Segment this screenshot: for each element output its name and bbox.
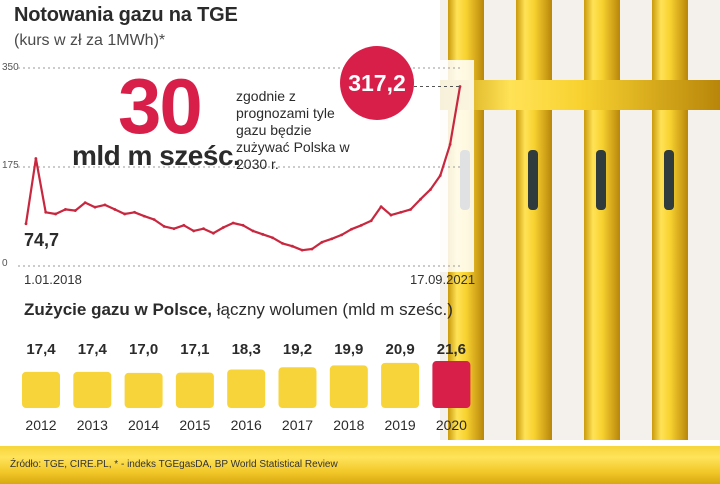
chart-subtitle: (kurs w zł za 1MWh)*	[14, 32, 166, 49]
bar-2012	[22, 371, 60, 408]
bar-category-2015: 2015	[179, 417, 210, 433]
bar-category-2020: 2020	[436, 417, 467, 433]
bar-2016	[227, 369, 266, 408]
end-value-badge: 317,2	[340, 46, 414, 120]
price-point-2019-05	[182, 223, 186, 227]
bar-value-2013: 17,4	[78, 341, 108, 358]
price-point-2019-12	[251, 229, 255, 233]
bar-category-2012: 2012	[25, 417, 56, 433]
price-point-2018-01	[24, 222, 28, 226]
source-note: Źródło: TGE, CIRE.PL, * - indeks TGEgasD…	[10, 459, 338, 470]
bar-category-2016: 2016	[231, 417, 262, 433]
price-point-2021-08	[448, 142, 452, 146]
price-point-2020-08	[330, 237, 334, 241]
bar-2013	[73, 371, 112, 408]
bar-value-2020: 21,6	[437, 341, 466, 358]
end-date-label: 17.09.2021	[410, 272, 476, 287]
price-point-2019-11	[241, 223, 245, 227]
price-point-2019-07	[202, 227, 205, 231]
bar-value-2012: 17,4	[26, 341, 56, 358]
bar-category-2019: 2019	[385, 417, 416, 433]
price-point-2021-07	[438, 174, 442, 177]
bar-2018	[329, 365, 368, 408]
price-point-2019-02	[152, 218, 156, 222]
bar-value-2016: 18,3	[232, 341, 261, 358]
price-point-2019-10	[231, 221, 235, 225]
pipes-illustration	[440, 0, 720, 440]
bar-2017	[278, 367, 317, 408]
price-point-2019-04	[172, 227, 176, 231]
price-point-2019-09	[221, 226, 225, 229]
highlight-unit: mld m sześc.	[72, 140, 241, 171]
price-point-2020-10	[350, 227, 353, 231]
y-tick-175: 175	[2, 160, 19, 171]
bar-2019	[381, 362, 420, 408]
bar-value-2017: 19,2	[283, 341, 312, 358]
price-point-2018-08	[93, 205, 97, 209]
price-point-2018-12	[133, 210, 136, 214]
end-value-label: 317,2	[348, 69, 406, 96]
highlight-note: zgodnie z prognozami tyle gazu będzie zu…	[236, 88, 350, 172]
price-point-2018-03	[44, 210, 48, 214]
price-point-2020-06	[310, 247, 314, 251]
price-point-2019-03	[162, 225, 166, 228]
price-point-2020-01	[261, 232, 265, 236]
bar-value-2014: 17,0	[129, 341, 158, 358]
price-point-2018-09	[103, 203, 107, 207]
price-point-2018-11	[123, 212, 127, 216]
bar-2015	[175, 372, 214, 408]
bar-chart-title-bold: Zużycie gazu w Polsce,	[24, 300, 213, 319]
price-point-2021-04	[409, 208, 413, 211]
price-point-2020-04	[290, 244, 294, 248]
bar-chart-title-rest: łączny wolumen (mld m sześc.)	[212, 300, 453, 319]
bar-category-2017: 2017	[282, 417, 313, 433]
price-point-2018-06	[73, 209, 77, 212]
y-tick-0: 0	[2, 258, 8, 269]
price-point-2020-05	[300, 248, 304, 252]
price-point-2018-04	[54, 212, 57, 216]
bar-category-2013: 2013	[77, 417, 108, 433]
price-point-2018-07	[83, 201, 87, 205]
price-point-2020-02	[271, 236, 274, 240]
bar-value-2019: 20,9	[385, 341, 414, 358]
price-point-2021-02	[389, 213, 393, 217]
price-point-2021-03	[399, 210, 403, 214]
price-point-2018-10	[113, 208, 117, 211]
bar-value-2018: 19,9	[334, 341, 363, 358]
price-point-2020-07	[320, 240, 324, 244]
bar-2014	[124, 372, 163, 408]
price-point-2020-11	[359, 223, 363, 227]
price-point-2018-02	[34, 157, 38, 160]
price-point-2021-09	[458, 85, 462, 88]
bar-category-2014: 2014	[128, 417, 159, 433]
bar-chart-title: Zużycie gazu w Polsce, łączny wolumen (m…	[24, 300, 453, 320]
bar-category-2018: 2018	[333, 417, 364, 433]
price-point-2020-09	[340, 233, 344, 237]
gas-pipes-photo	[440, 0, 720, 440]
bar-value-2015: 17,1	[180, 341, 209, 358]
price-point-2020-12	[369, 219, 373, 223]
price-point-2019-08	[212, 231, 215, 235]
floor-pipe	[0, 446, 720, 484]
price-point-2021-01	[379, 205, 383, 209]
price-point-2019-01	[142, 214, 146, 218]
price-point-2020-03	[281, 241, 284, 245]
chart-title: Notowania gazu na TGE	[14, 4, 238, 26]
y-tick-350: 350	[2, 62, 19, 73]
start-date-label: 1.01.2018	[24, 272, 82, 287]
price-point-2019-06	[192, 229, 196, 233]
price-point-2021-05	[419, 197, 422, 201]
price-point-2018-05	[64, 208, 67, 211]
bar-2020	[432, 361, 471, 408]
highlight-number: 30	[118, 62, 203, 150]
start-value-label: 74,7	[24, 230, 60, 250]
price-point-2021-06	[429, 188, 432, 192]
